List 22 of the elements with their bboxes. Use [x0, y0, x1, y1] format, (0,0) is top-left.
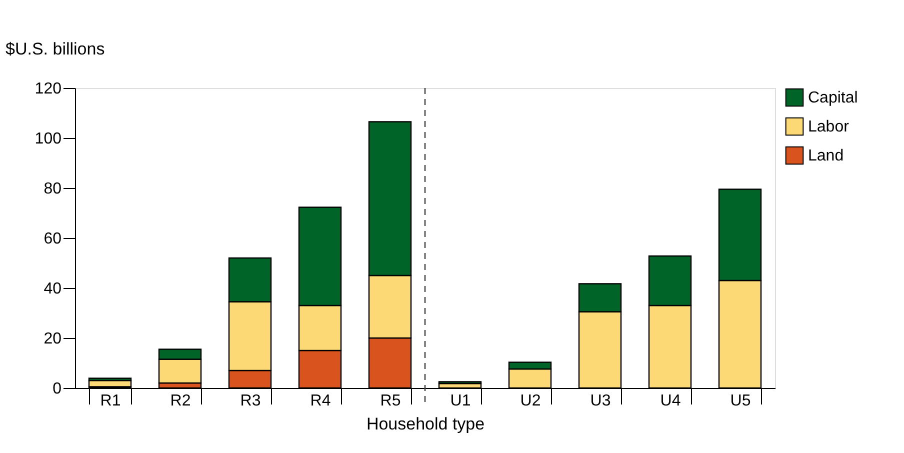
y-axis-title: $U.S. billions — [6, 40, 105, 58]
x-tick-label: R5 — [380, 392, 401, 410]
x-tick-label: R1 — [100, 392, 121, 410]
x-tick-label: R3 — [240, 392, 261, 410]
x-tick-label: U3 — [590, 392, 611, 410]
y-tick-label: 40 — [44, 280, 62, 298]
x-tick-label: U5 — [730, 392, 751, 410]
x-tick-label: U2 — [520, 392, 541, 410]
legend-label: Land — [808, 148, 844, 164]
x-tick-label: U1 — [450, 392, 471, 410]
y-tick-label: 80 — [44, 180, 62, 198]
y-tick-label: 120 — [34, 80, 62, 98]
x-tick-label: U4 — [660, 392, 681, 410]
x-axis-title: Household type — [366, 414, 485, 434]
y-tick-label: 60 — [44, 230, 62, 248]
legend-label: Capital — [808, 90, 858, 106]
x-tick-label: R4 — [310, 392, 331, 410]
y-tick-label: 20 — [44, 330, 62, 348]
y-tick-label: 100 — [34, 130, 62, 148]
legend-label: Labor — [808, 118, 850, 136]
y-tick-label: 0 — [52, 380, 62, 398]
x-tick-label: R2 — [170, 392, 191, 410]
